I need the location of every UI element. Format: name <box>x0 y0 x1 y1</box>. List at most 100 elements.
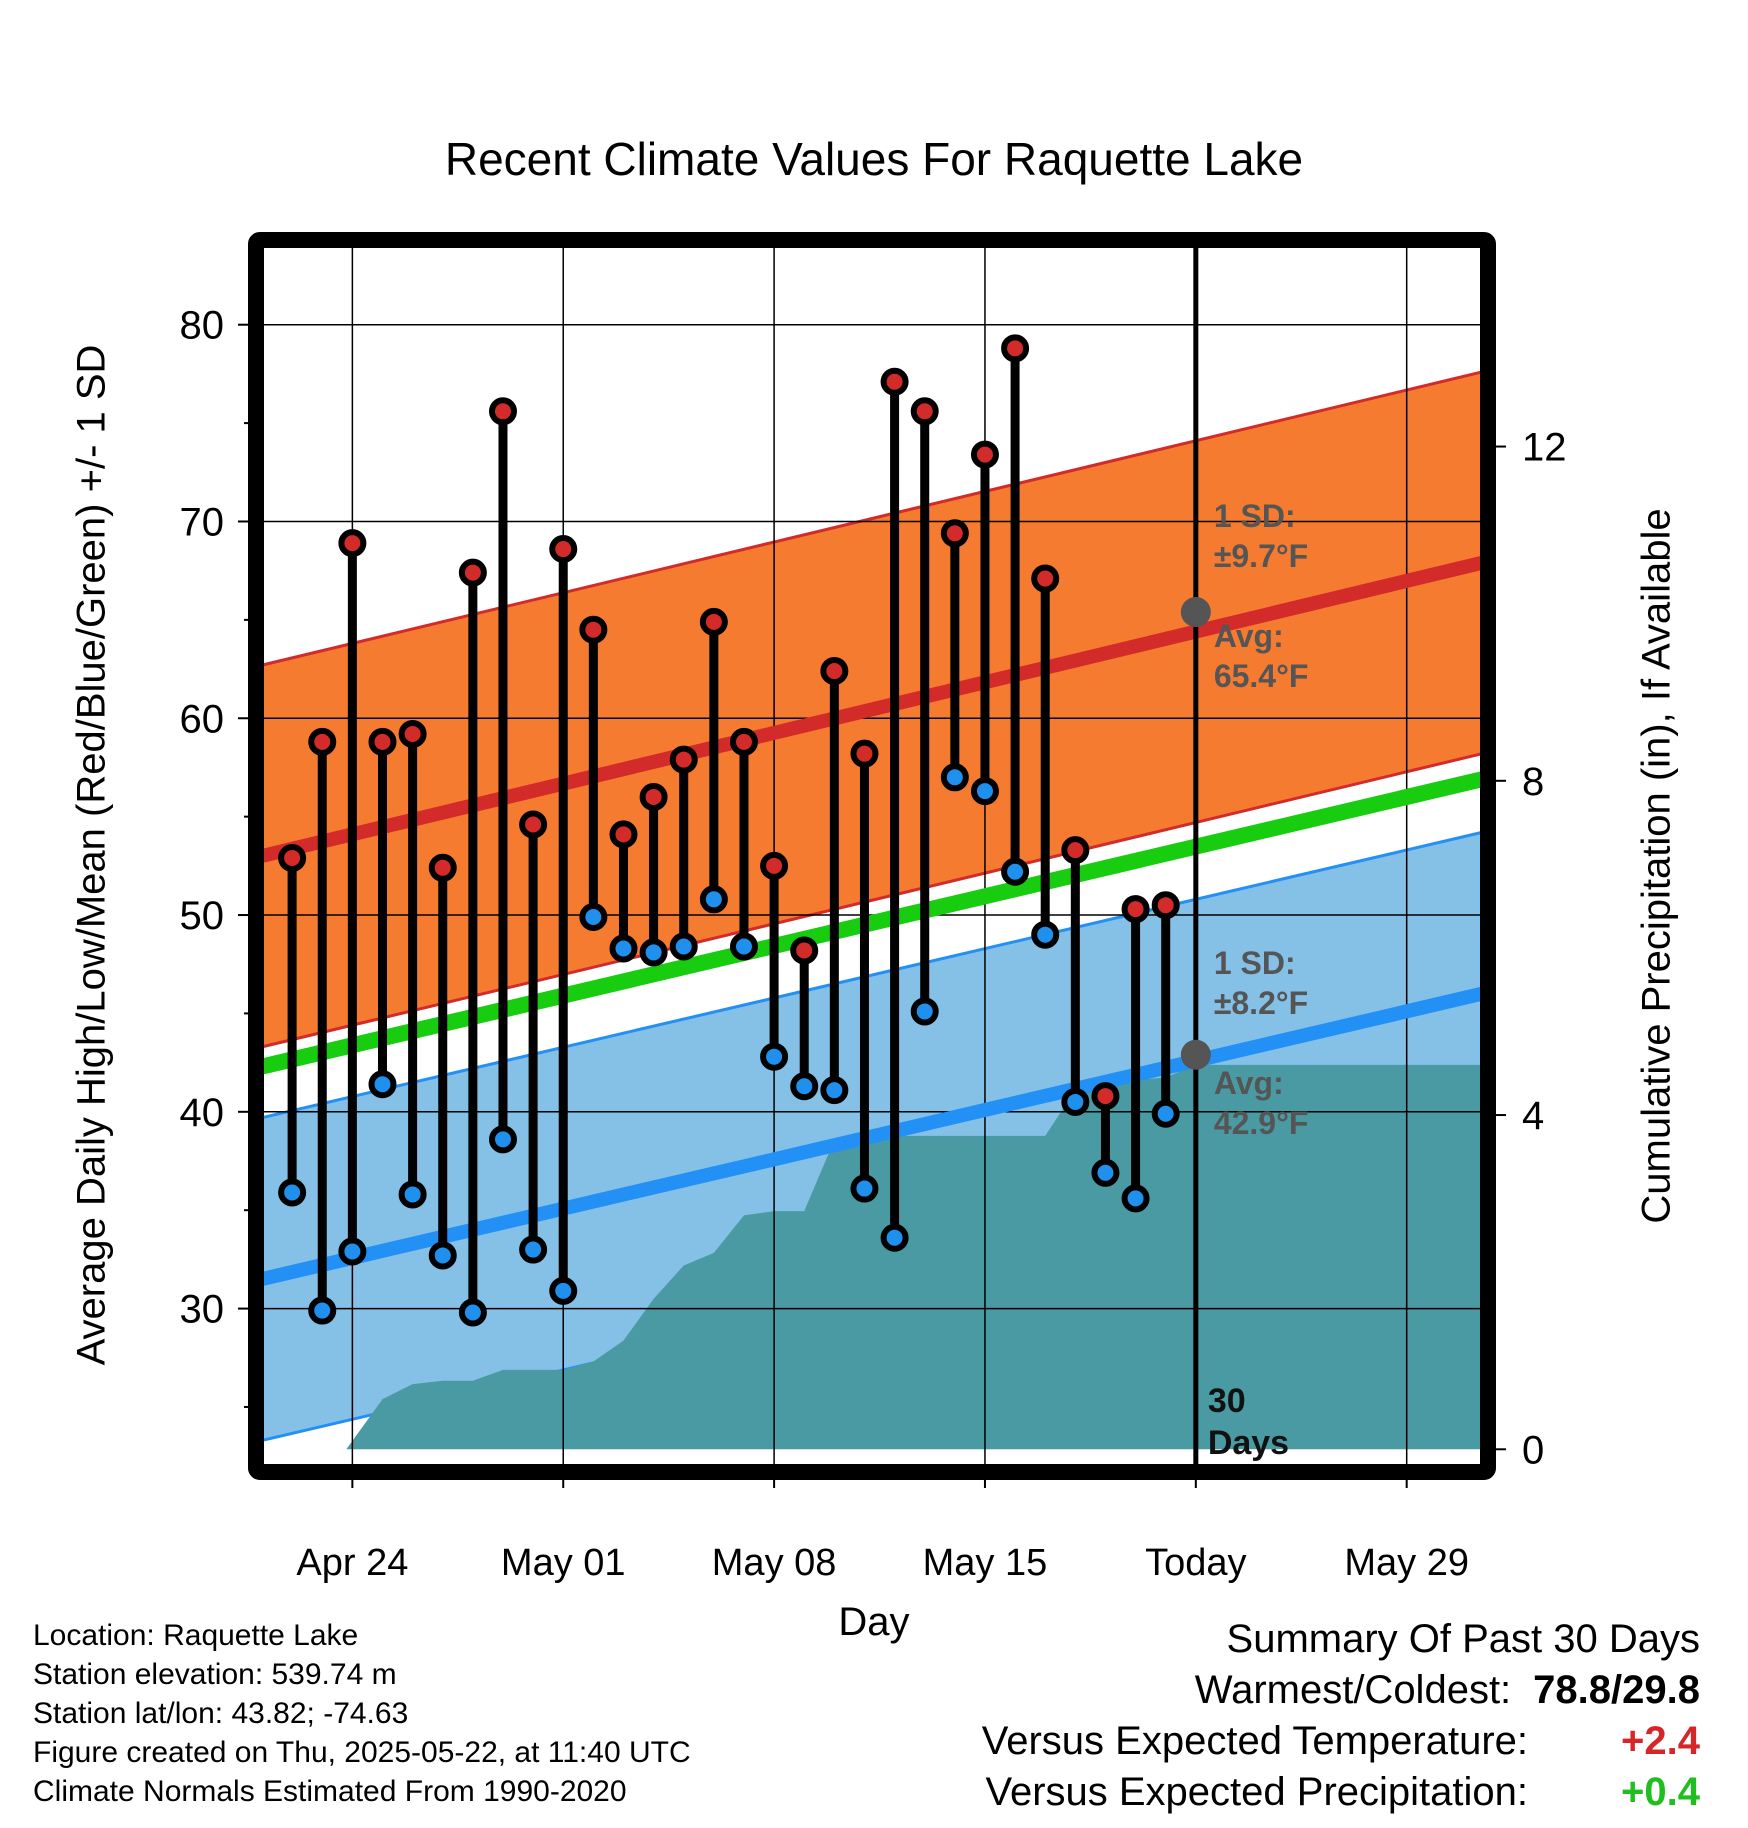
high-band-lower-edge <box>261 752 1483 1049</box>
x-tick-label-4: Today <box>1145 1542 1246 1584</box>
summary-precip-row: Versus Expected Precipitation: +0.4 <box>982 1767 1700 1818</box>
low-point-20 <box>880 1223 909 1252</box>
low-point-14 <box>699 885 728 914</box>
today-days-number: 30 <box>1208 1382 1246 1420</box>
low-point-19 <box>850 1174 879 1203</box>
high-point-19 <box>850 739 879 768</box>
info-normals: Climate Normals Estimated From 1990-2020 <box>33 1775 627 1808</box>
summary-precip-value: +0.4 <box>1621 1770 1700 1814</box>
low-sd-value: ±8.2°F <box>1214 985 1308 1021</box>
low-point-2 <box>338 1237 367 1266</box>
y-axis-left-label: Average Daily High/Low/Mean (Red/Blue/Gr… <box>69 344 114 1366</box>
precip-layer <box>262 1064 1482 1450</box>
high-point-14 <box>699 607 728 636</box>
low-point-24 <box>1001 857 1030 886</box>
high-point-2 <box>338 529 367 558</box>
summary-precip-label: Versus Expected Precipitation: <box>985 1770 1528 1814</box>
low-point-17 <box>790 1072 819 1101</box>
low-point-27 <box>1091 1158 1120 1187</box>
high-point-26 <box>1061 836 1090 865</box>
high-avg-value: 65.4°F <box>1214 658 1309 694</box>
high-point-18 <box>820 657 849 686</box>
summary-temp-value: +2.4 <box>1621 1719 1700 1763</box>
low-point-16 <box>760 1042 789 1071</box>
high-point-13 <box>669 745 698 774</box>
low-point-10 <box>579 903 608 931</box>
low-point-21 <box>910 997 939 1026</box>
y-right-label-1: 4 <box>1522 1094 1544 1138</box>
low-point-7 <box>488 1125 517 1154</box>
high-point-7 <box>488 397 517 426</box>
today-low-avg-marker <box>1180 1039 1211 1070</box>
low-point-4 <box>398 1180 427 1209</box>
low-point-9 <box>549 1276 578 1305</box>
low-point-25 <box>1031 920 1060 949</box>
y-axis-right-label: Cumulative Precipitation (in), If Availa… <box>1634 508 1679 1224</box>
today-high-avg-marker <box>1180 597 1211 627</box>
info-location: Location: Raquette Lake <box>33 1619 359 1652</box>
info-latlon: Station lat/lon: 43.82; -74.63 <box>33 1697 409 1730</box>
low-point-15 <box>729 932 758 961</box>
high-point-24 <box>1001 334 1030 363</box>
low-band-upper-edge <box>261 830 1483 1120</box>
high-point-5 <box>428 853 457 882</box>
high-sd-label: 1 SD: <box>1214 498 1296 534</box>
low-point-13 <box>669 932 698 961</box>
y-right-label-2: 8 <box>1522 760 1544 804</box>
high-point-6 <box>458 558 487 587</box>
low-sd-label: 1 SD: <box>1214 945 1296 981</box>
low-point-12 <box>639 938 668 967</box>
summary-heading: Summary Of Past 30 Days <box>1226 1617 1700 1661</box>
avg-low-line <box>260 986 1484 1286</box>
high-point-16 <box>760 851 789 880</box>
y-left-label-0: 30 <box>180 1288 225 1332</box>
summary-panel: Summary Of Past 30 Days Warmest/Coldest:… <box>982 1614 1700 1818</box>
x-tick-label-1: May 01 <box>501 1542 626 1584</box>
high-point-15 <box>729 727 758 756</box>
x-tick-label-5: May 29 <box>1344 1542 1469 1584</box>
low-point-28 <box>1121 1184 1150 1213</box>
high-point-8 <box>519 810 548 839</box>
low-point-3 <box>368 1070 397 1099</box>
avg-high-line <box>260 556 1484 863</box>
low-point-1 <box>308 1296 337 1325</box>
x-tick-label-3: May 15 <box>923 1542 1048 1584</box>
x-axis-label: Day <box>838 1600 910 1644</box>
y-left-label-5: 80 <box>180 304 225 348</box>
high-band-upper-edge <box>261 370 1483 667</box>
summary-temp-row: Versus Expected Temperature: +2.4 <box>982 1716 1700 1767</box>
high-point-9 <box>549 535 578 564</box>
summary-temp-label: Versus Expected Temperature: <box>981 1719 1528 1763</box>
high-point-29 <box>1151 891 1180 920</box>
axes: Apr 24 May 01 May 08 May 15 Today May 29 30 4 0 5… <box>180 304 1567 1584</box>
low-point-11 <box>609 934 638 963</box>
high-point-1 <box>308 727 337 756</box>
x-tick-label-2: May 08 <box>712 1542 837 1584</box>
today-layer: 30 Days <box>1193 246 1289 1466</box>
y-left-label-2: 50 <box>180 894 225 938</box>
high-point-28 <box>1121 895 1150 924</box>
summary-warm-value: 78.8/29.8 <box>1533 1668 1700 1712</box>
y-right-label-0: 0 <box>1522 1428 1544 1472</box>
high-point-25 <box>1031 564 1060 593</box>
low-point-18 <box>820 1076 849 1105</box>
x-tick-label-0: Apr 24 <box>296 1542 408 1584</box>
plot-frame <box>248 232 1496 1480</box>
high-point-0 <box>278 843 307 872</box>
info-elevation: Station elevation: 539.74 m <box>33 1658 397 1691</box>
low-avg-value: 42.9°F <box>1214 1105 1309 1141</box>
avg-mean-line <box>260 771 1484 1075</box>
low-point-5 <box>428 1241 457 1270</box>
high-point-23 <box>970 440 999 469</box>
y-left-label-3: 60 <box>180 697 225 741</box>
low-point-22 <box>940 763 969 792</box>
today-days-word: Days <box>1208 1424 1289 1462</box>
high-point-27 <box>1091 1082 1120 1111</box>
normal-lines <box>260 556 1484 1286</box>
daily-bars <box>278 334 1180 1327</box>
low-point-0 <box>278 1178 307 1207</box>
high-avg-label: Avg: <box>1214 618 1284 654</box>
high-point-21 <box>910 397 939 426</box>
precip-area <box>262 1064 1482 1450</box>
